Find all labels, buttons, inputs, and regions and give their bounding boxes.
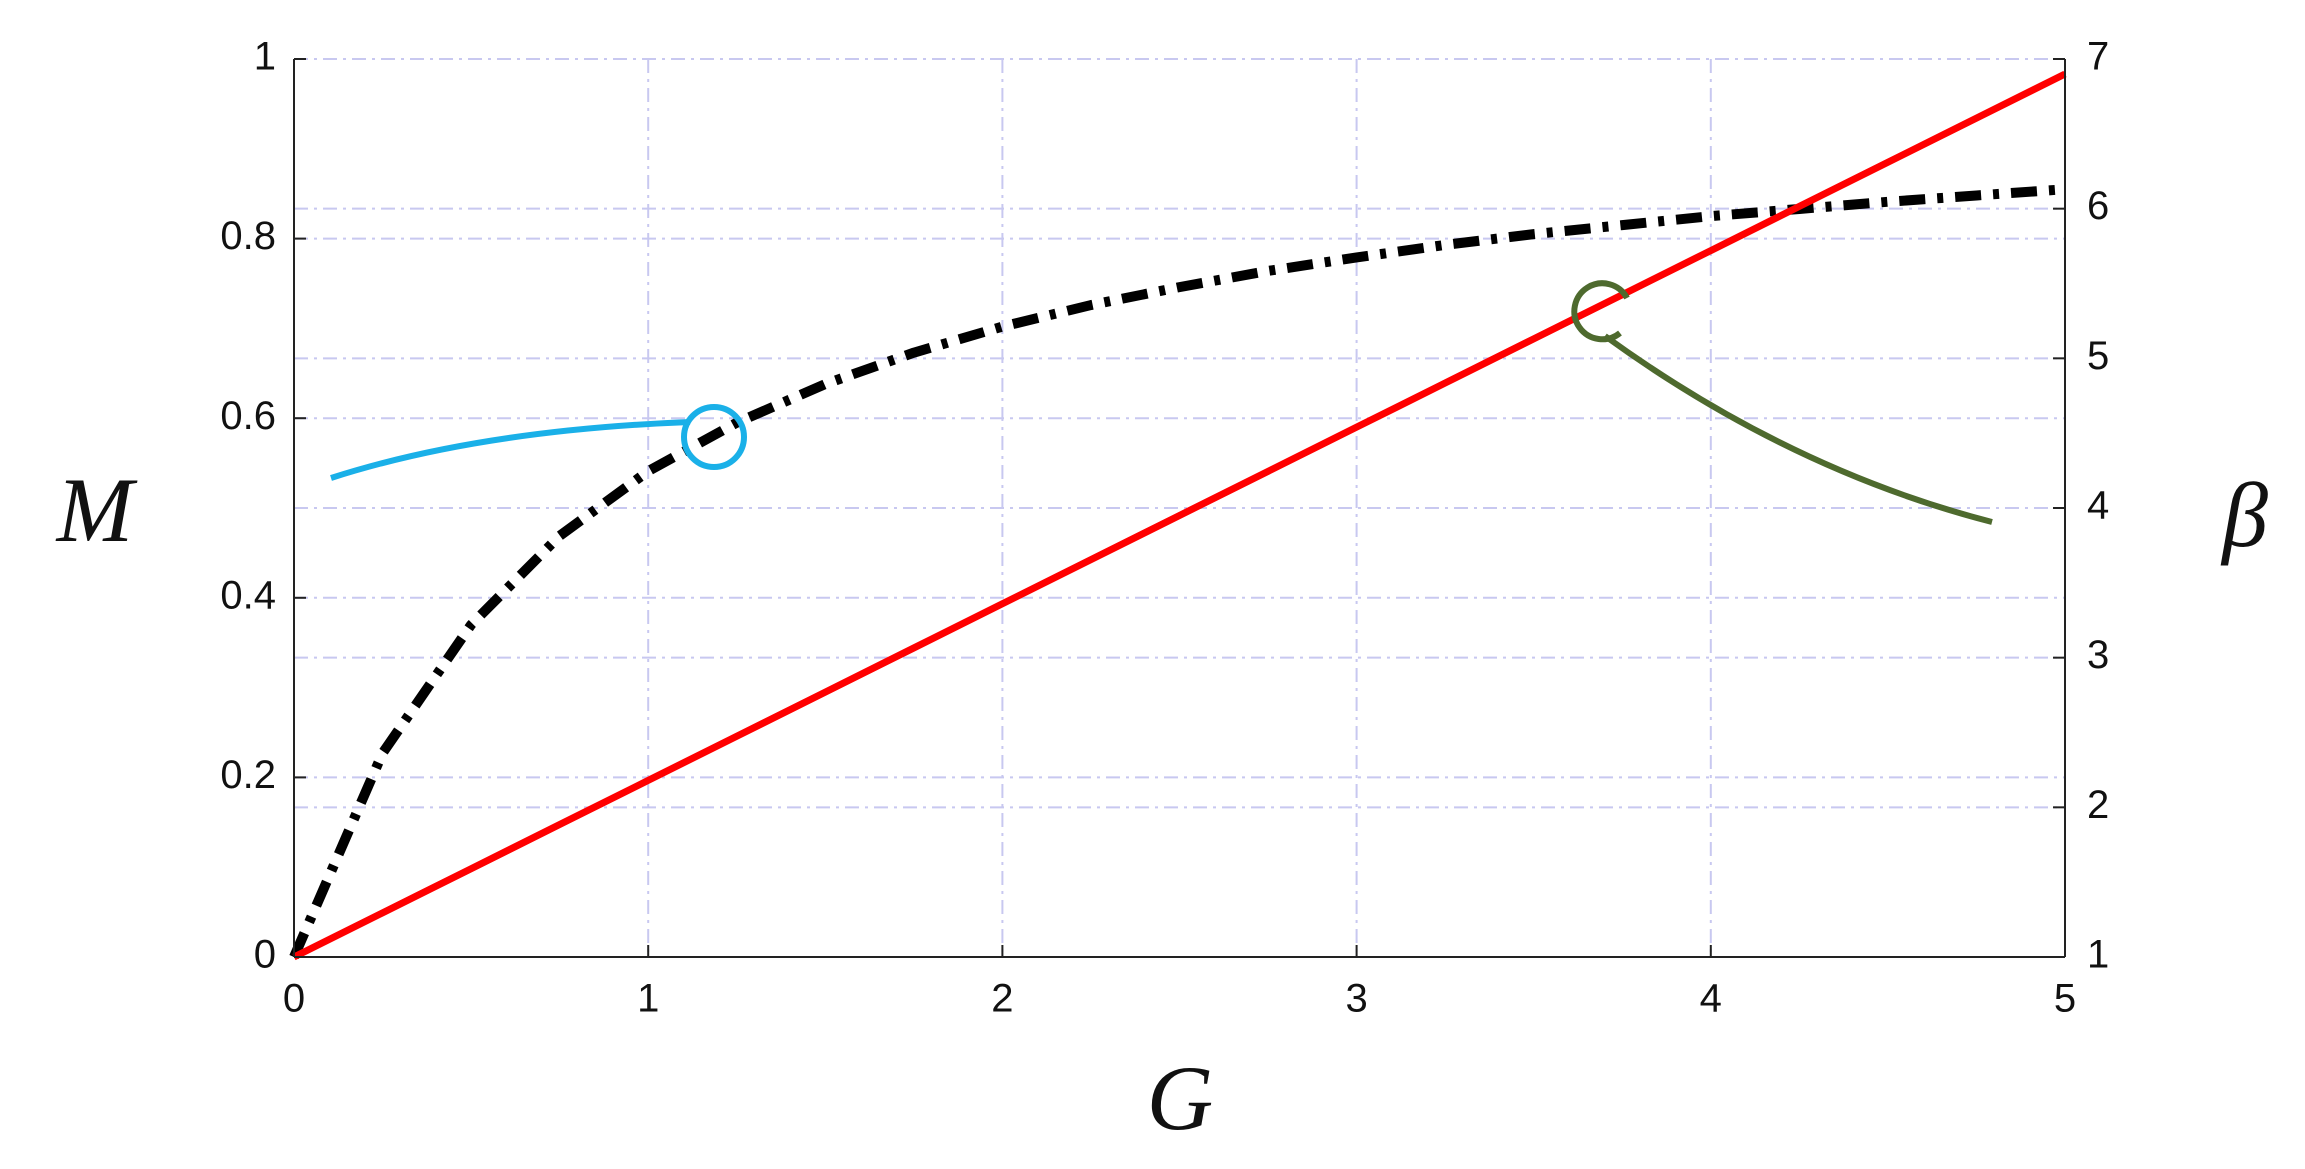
y2-tick-label: 5	[2087, 334, 2109, 378]
x-tick-label: 0	[283, 977, 305, 1021]
y2-tick-label: 2	[2087, 783, 2109, 827]
series-line	[289, 184, 2066, 959]
y2-tick-label: 6	[2087, 184, 2109, 228]
axes: 0 1 2 3 4 5 0 0.2 0.4 0.6 0.8 1 1 2 3 4 5 6 7	[220, 35, 2109, 1021]
x-tick-label: 2	[991, 977, 1013, 1021]
plot	[289, 70, 2067, 961]
y-axis-label: M	[55, 459, 138, 561]
x-tick-label: 4	[1700, 977, 1722, 1021]
y2-tick-label: 1	[2087, 933, 2109, 977]
x-axis-label: G	[1147, 1047, 1213, 1149]
y-tick-label: 0.6	[220, 394, 276, 438]
y2-tick-label: 3	[2087, 633, 2109, 677]
y2-axis-label: β	[2220, 464, 2268, 566]
y-tick-label: 0.2	[220, 753, 276, 797]
pointer-line	[330, 419, 691, 481]
y2-tick-label: 4	[2087, 484, 2109, 528]
pointer-circle	[1571, 280, 1630, 343]
pointer-line	[1603, 333, 1993, 525]
y-tick-label: 0.8	[220, 214, 276, 258]
series-line	[292, 70, 2067, 961]
y-tick-label: 0	[254, 933, 276, 977]
x-tick-label: 5	[2054, 977, 2076, 1021]
annotation	[330, 280, 1993, 525]
x-tick-label: 3	[1345, 977, 1367, 1021]
y-tick-label: 1	[254, 35, 276, 79]
y-tick-label: 0.4	[220, 573, 276, 617]
pointer-circle	[681, 404, 747, 470]
x-tick-label: 1	[637, 977, 659, 1021]
y2-tick-label: 7	[2087, 35, 2109, 79]
